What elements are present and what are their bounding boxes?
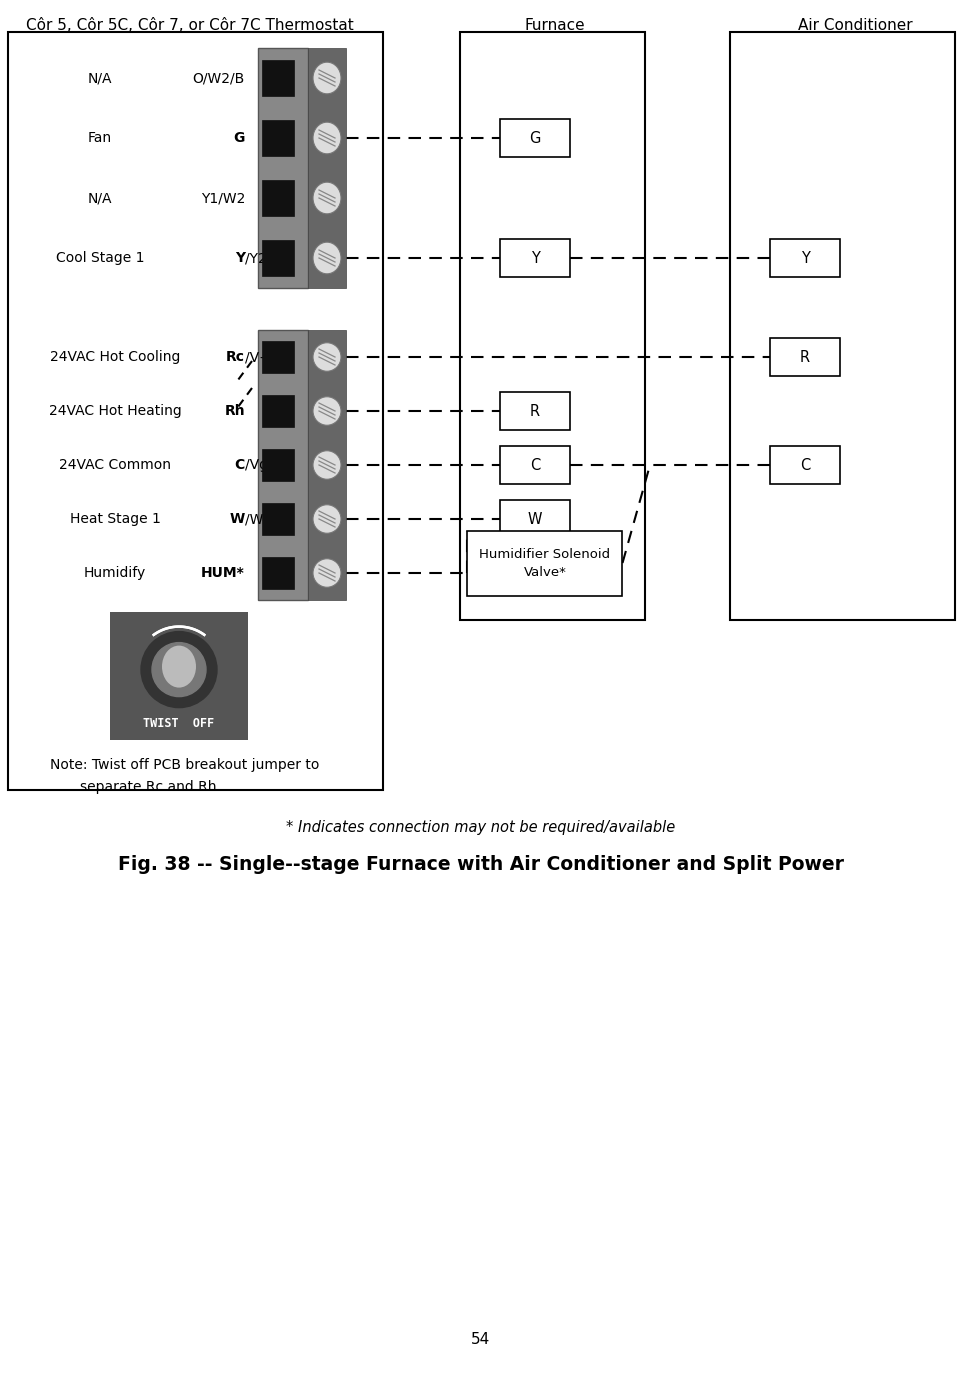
Text: 54: 54 <box>471 1333 490 1348</box>
Text: /V+: /V+ <box>245 349 270 365</box>
Bar <box>261 120 294 156</box>
Ellipse shape <box>312 122 340 153</box>
Bar <box>261 180 294 215</box>
Text: /W1: /W1 <box>245 512 272 526</box>
Bar <box>500 392 570 429</box>
Circle shape <box>152 642 206 696</box>
Text: Côr 5, Côr 5C, Côr 7, or Côr 7C Thermostat: Côr 5, Côr 5C, Côr 7, or Côr 7C Thermost… <box>26 18 354 33</box>
Text: G: G <box>234 131 245 145</box>
Bar <box>769 446 839 483</box>
Bar <box>8 32 382 790</box>
Bar <box>769 338 839 376</box>
Text: * Indicates connection may not be required/available: * Indicates connection may not be requir… <box>286 820 675 836</box>
Text: G: G <box>529 130 540 145</box>
Bar <box>261 503 294 536</box>
Bar <box>467 530 622 595</box>
Text: O/W2/B: O/W2/B <box>192 70 245 86</box>
Text: Y: Y <box>530 250 539 265</box>
Text: Rc: Rc <box>226 349 245 365</box>
Bar <box>308 48 346 289</box>
Text: Note: Twist off PCB breakout jumper to: Note: Twist off PCB breakout jumper to <box>50 758 319 772</box>
Text: Fig. 38 -- Single--stage Furnace with Air Conditioner and Split Power: Fig. 38 -- Single--stage Furnace with Ai… <box>118 855 843 874</box>
Bar <box>261 449 294 481</box>
Ellipse shape <box>312 504 340 533</box>
Text: 24VAC Hot Cooling: 24VAC Hot Cooling <box>50 349 180 365</box>
Bar <box>258 330 308 599</box>
Ellipse shape <box>161 645 196 688</box>
Ellipse shape <box>312 396 340 425</box>
Text: W: W <box>528 511 542 526</box>
Bar <box>261 557 294 590</box>
Bar <box>261 341 294 373</box>
Text: N/A: N/A <box>87 191 112 204</box>
Text: N/A: N/A <box>87 70 112 86</box>
Bar <box>769 239 839 278</box>
Text: /Vg: /Vg <box>245 458 268 472</box>
Text: HUM*: HUM* <box>201 566 245 580</box>
Ellipse shape <box>312 342 340 371</box>
Text: Heat Stage 1: Heat Stage 1 <box>69 512 160 526</box>
Text: Humidify: Humidify <box>84 566 146 580</box>
Bar <box>459 32 644 620</box>
Bar <box>308 330 346 599</box>
Ellipse shape <box>312 450 340 479</box>
Bar <box>261 59 294 97</box>
Circle shape <box>141 631 217 707</box>
Text: Y1/W2: Y1/W2 <box>201 191 245 204</box>
Text: Rh: Rh <box>224 405 245 418</box>
Text: R: R <box>530 403 539 418</box>
Text: C: C <box>799 457 809 472</box>
Ellipse shape <box>312 559 340 587</box>
Bar <box>261 240 294 276</box>
Ellipse shape <box>312 62 340 94</box>
Bar <box>500 446 570 483</box>
Ellipse shape <box>312 242 340 273</box>
Text: Y: Y <box>800 250 808 265</box>
Text: Valve*: Valve* <box>523 565 566 579</box>
Text: Y: Y <box>234 251 245 265</box>
Bar <box>258 48 308 289</box>
Text: R: R <box>800 349 809 365</box>
Text: Cool Stage 1: Cool Stage 1 <box>56 251 144 265</box>
Text: Furnace: Furnace <box>524 18 584 33</box>
Bar <box>729 32 954 620</box>
Bar <box>500 119 570 157</box>
Text: /Y2: /Y2 <box>245 251 266 265</box>
Bar <box>261 395 294 427</box>
Bar <box>500 500 570 539</box>
Text: separate Rc and Rh.: separate Rc and Rh. <box>80 780 221 794</box>
Text: C: C <box>530 457 539 472</box>
Bar <box>500 239 570 278</box>
Text: TWIST  OFF: TWIST OFF <box>143 717 214 731</box>
Bar <box>110 612 248 740</box>
Text: Air Conditioner: Air Conditioner <box>797 18 911 33</box>
Text: Humidifier Solenoid: Humidifier Solenoid <box>479 547 610 561</box>
Text: Fan: Fan <box>87 131 111 145</box>
Text: W: W <box>230 512 245 526</box>
Ellipse shape <box>312 182 340 214</box>
Text: 24VAC Hot Heating: 24VAC Hot Heating <box>49 405 182 418</box>
Text: C: C <box>234 458 245 472</box>
Text: 24VAC Common: 24VAC Common <box>59 458 171 472</box>
